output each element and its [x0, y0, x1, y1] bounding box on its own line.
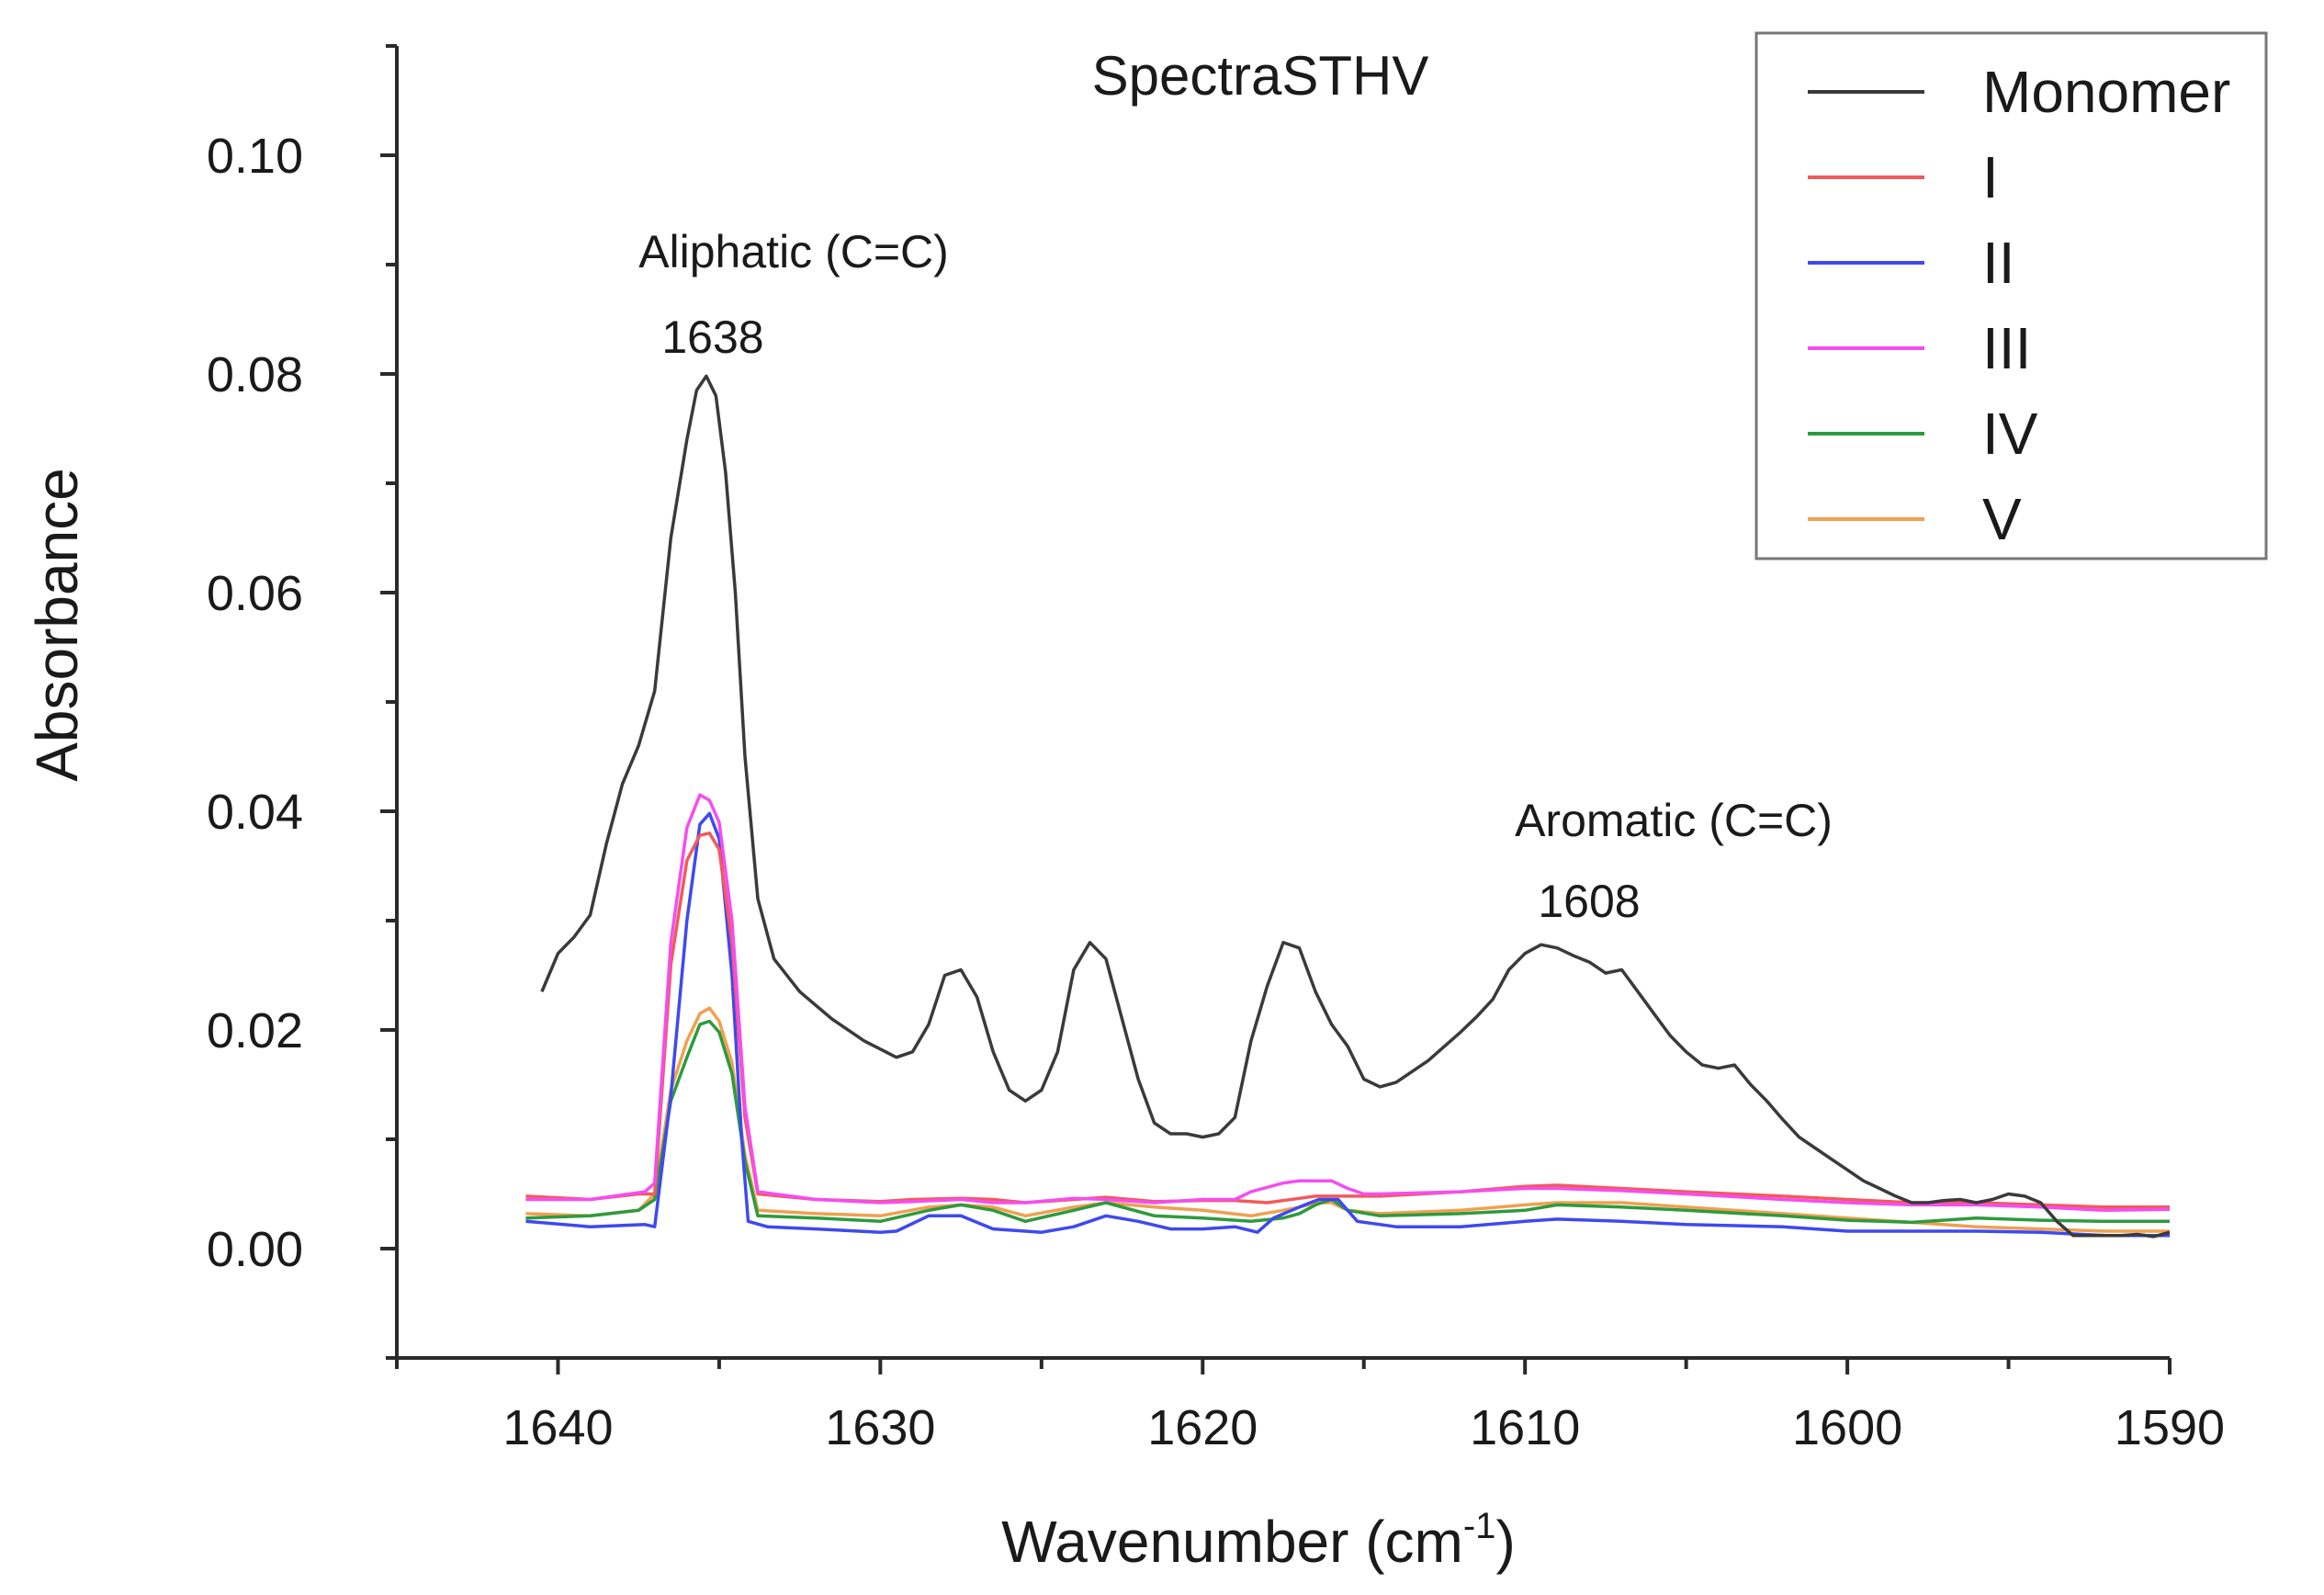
x-tick-label: 1640: [502, 1400, 613, 1455]
series-line-iv: [525, 1019, 2170, 1225]
series-line-iii: [525, 793, 2171, 1213]
annotation-aliphatic-label: Aliphatic (C=C): [638, 226, 949, 277]
y-tick-label: 0.06: [207, 566, 303, 621]
legend-label: I: [1982, 144, 1999, 210]
x-tick-label: 1600: [1792, 1400, 1902, 1455]
y-tick-label: 0.02: [207, 1003, 303, 1058]
series-line-v: [525, 1006, 2170, 1233]
x-axis-ticks: 1640 1630 1620 1610 1600 1590: [395, 1358, 2225, 1455]
legend-box: [1754, 31, 2268, 560]
chart-title: SpectraSTHV: [1092, 45, 1429, 107]
annotation-aromatic-label: Aromatic (C=C): [1515, 795, 1833, 846]
x-axis-title: Wavenumber (cm-1): [1001, 1506, 1516, 1575]
x-axis-title-suffix: ): [1495, 1509, 1515, 1575]
x-tick-label: 1590: [2115, 1400, 2225, 1455]
y-tick-label: 0.04: [207, 785, 303, 840]
x-axis-title-main: Wavenumber (cm: [1001, 1509, 1463, 1575]
x-tick-label: 1630: [825, 1400, 935, 1455]
y-axis-ticks: 0.00 0.02 0.04 0.06 0.08 0.10: [207, 44, 397, 1360]
y-axis-title: Absorbance: [24, 468, 90, 782]
y-tick-label: 0.08: [207, 347, 303, 402]
series-line-monomer: [540, 374, 2171, 1239]
legend-label: II: [1982, 230, 2015, 296]
legend-label: III: [1982, 315, 2031, 381]
x-tick-label: 1620: [1147, 1400, 1258, 1455]
legend-label: V: [1982, 486, 2022, 552]
annotation-aromatic-value: 1608: [1538, 876, 1640, 927]
legend-label: Monomer: [1982, 59, 2230, 125]
series-layer: [525, 374, 2171, 1239]
annotation-aliphatic-value: 1638: [661, 311, 763, 363]
series-line-ii: [525, 811, 2170, 1238]
x-axis-title-superscript: -1: [1463, 1506, 1496, 1546]
x-tick-label: 1610: [1470, 1400, 1580, 1455]
y-tick-label: 0.10: [207, 129, 303, 184]
y-tick-label: 0.00: [207, 1222, 303, 1277]
series-line-i: [525, 831, 2170, 1209]
legend-label: IV: [1982, 401, 2038, 467]
